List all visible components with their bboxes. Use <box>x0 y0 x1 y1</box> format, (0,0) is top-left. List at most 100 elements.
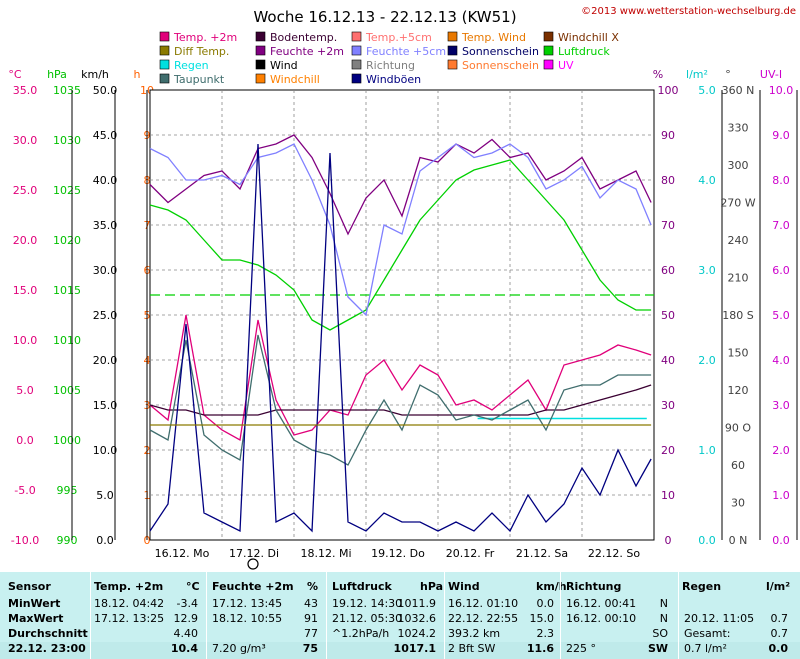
legend-label: Bodentemp. <box>270 31 337 44</box>
legend-label: Feuchte +5cm <box>366 45 446 58</box>
x-axis-labels: 16.12. Mo 17.12. Di 18.12. Mi 19.12. Do 20.1… <box>155 547 640 570</box>
axis-tick-label: 30.0 <box>93 264 118 277</box>
chart-title: Woche 16.12.13 - 22.12.13 (KW51) <box>253 8 516 26</box>
axis-tick-label: 60 <box>661 264 675 277</box>
weather-chart: Woche 16.12.13 - 22.12.13 (KW51) ©2013 w… <box>8 6 798 570</box>
axis-tick-label: 10.0 <box>93 444 118 457</box>
stat-header: km/h <box>536 580 567 593</box>
legend-label: Sonnenschein <box>462 59 539 72</box>
plot-area <box>149 89 655 541</box>
stat-wind: 15.0 <box>529 612 555 625</box>
axis-tick-label: -5.0 <box>14 484 35 497</box>
axis-tick-label: 0 N <box>729 534 748 547</box>
stat-hum-time: 7.20 g/m³ <box>212 642 266 655</box>
legend-label: Richtung <box>366 59 415 72</box>
axis-tick-label: 70 <box>661 219 675 232</box>
axis-unit: hPa <box>47 68 67 81</box>
stat-temp-time: 17.12. 13:25 <box>94 612 165 625</box>
x-tick-label: 18.12. Mi <box>300 547 351 560</box>
legend-swatch <box>543 59 554 70</box>
axis-unit: l/m² <box>686 68 708 81</box>
stat-hum: 75 <box>302 642 318 655</box>
current-time-marker <box>247 558 259 570</box>
axis-tick-label: 10.0 <box>13 334 38 347</box>
legend-swatch <box>159 45 170 56</box>
legend-label: UV <box>558 59 574 72</box>
axis-tick-label: 40.0 <box>93 174 118 187</box>
legend-label: Temp.+5cm <box>365 31 432 44</box>
axis-tick-label: 1005 <box>53 384 81 397</box>
stat-pres: 1024.2 <box>397 627 437 640</box>
stat-dir-time: 225 ° <box>566 642 596 655</box>
stat-wind: 2.3 <box>536 627 555 640</box>
legend-swatch <box>351 59 362 70</box>
axis-tick-label: 7.0 <box>772 219 790 232</box>
stat-row-label: 22.12. 23:00 <box>8 642 86 655</box>
axis-tick-label: 4.0 <box>772 354 790 367</box>
axis-tick-label: 3.0 <box>698 264 716 277</box>
axis-tick-label: 1010 <box>53 334 81 347</box>
stat-rain: 0.0 <box>768 642 789 655</box>
axis-tick-label: 40 <box>661 354 675 367</box>
stat-hum: 43 <box>304 597 318 610</box>
axis-tick-label: 0.0 <box>772 534 790 547</box>
legend-swatch <box>447 31 458 42</box>
stat-temp: -3.4 <box>176 597 198 610</box>
stat-header: Temp. +2m <box>94 580 164 593</box>
axis-tick-label: 20.0 <box>13 234 38 247</box>
axis-tick-label: 5.0 <box>772 309 790 322</box>
stat-wind-time: 16.12. 01:10 <box>448 597 519 610</box>
legend-label: Temp. Wind <box>461 31 526 44</box>
stat-pres: 1032.6 <box>397 612 437 625</box>
legend-swatch <box>255 45 266 56</box>
series-line <box>149 143 652 533</box>
copyright-text: ©2013 www.wetterstation-wechselburg.de <box>581 6 796 17</box>
stat-header: % <box>306 580 318 593</box>
axis-tick-label: 1000 <box>53 434 81 447</box>
axis-tick-label: 30 <box>731 497 745 510</box>
axis-tick-label: 5.0 <box>698 84 716 97</box>
legend-label: Diff Temp. <box>174 45 229 58</box>
stat-wind-time: 393.2 km <box>448 627 501 640</box>
legend-swatch <box>447 59 458 70</box>
axis-tick-label: 50 <box>661 309 675 322</box>
axis-tick-label: 210 <box>728 272 749 285</box>
axis-tick-label: -10.0 <box>11 534 39 547</box>
stat-header: Regen <box>682 580 722 593</box>
stat-wind: 0.0 <box>536 597 555 610</box>
legend-label: Windböen <box>366 73 421 86</box>
axis-tick-label: 100 <box>658 84 679 97</box>
legend-swatch <box>255 59 266 70</box>
axis-tick-label: 360 N <box>722 84 755 97</box>
axis-tick-label: 5.0 <box>96 489 114 502</box>
series-line <box>149 134 652 236</box>
axis-tick-label: 180 S <box>722 309 753 322</box>
stat-temp: 12.9 <box>173 612 199 625</box>
stat-hum-time: 17.12. 13:45 <box>212 597 283 610</box>
axis-tick-label: 300 <box>728 159 749 172</box>
x-tick-label: 19.12. Do <box>371 547 425 560</box>
stat-header: Wind <box>448 580 480 593</box>
axis-tick-label: 90 O <box>725 422 751 435</box>
stat-wind: 11.6 <box>526 642 554 655</box>
legend-swatch <box>159 59 170 70</box>
legend-swatch <box>543 31 554 42</box>
stat-rain: 0.7 <box>770 627 789 640</box>
legend-label: Luftdruck <box>558 45 610 58</box>
stat-wind-time: 2 Bft SW <box>448 642 496 655</box>
x-tick-label: 17.12. Di <box>229 547 279 560</box>
axis-tick-label: 90 <box>661 129 675 142</box>
stat-header: Luftdruck <box>332 580 392 593</box>
axis-tick-label: 35.0 <box>93 219 118 232</box>
stat-header: Sensor <box>8 580 51 593</box>
stat-hum-time: 18.12. 10:55 <box>212 612 283 625</box>
column-separator <box>90 572 91 659</box>
legend-swatch <box>255 31 266 42</box>
legend-swatch <box>255 73 266 84</box>
axis-tick-label: 10 <box>661 489 675 502</box>
x-tick-label: 16.12. Mo <box>155 547 210 560</box>
axis-tick-label: 25.0 <box>13 184 38 197</box>
stat-dir: SO <box>652 627 668 640</box>
axis-tick-label: 1.0 <box>772 489 790 502</box>
axis-tick-label: 8.0 <box>772 174 790 187</box>
